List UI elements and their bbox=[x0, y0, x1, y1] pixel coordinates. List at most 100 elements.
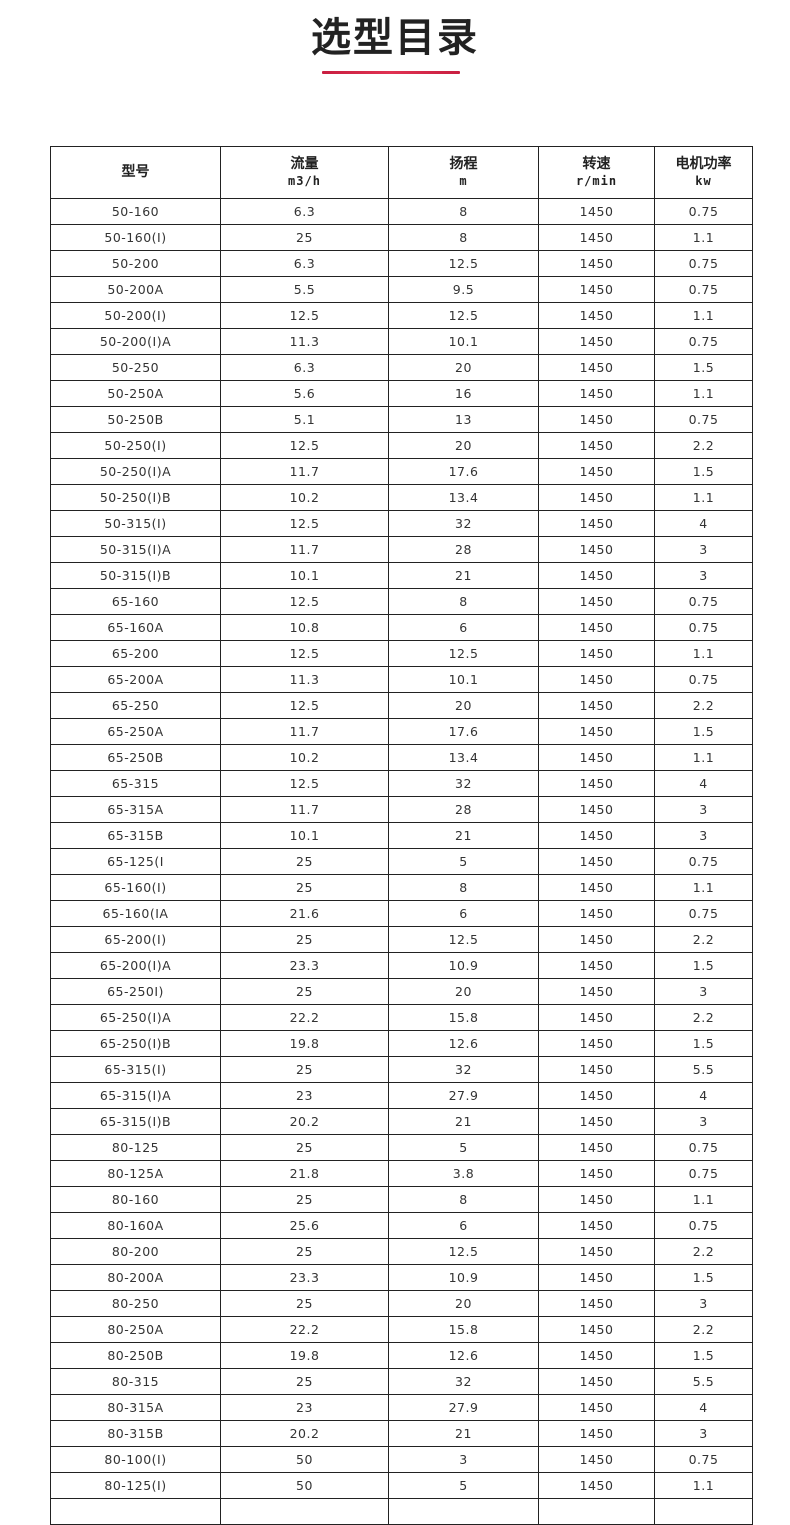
cell-speed: 1450 bbox=[538, 796, 655, 823]
cell-speed: 1450 bbox=[538, 250, 655, 277]
table-row: 65-160(I) 25 8 1450 1.1 bbox=[50, 874, 753, 901]
cell-power: 0.75 bbox=[654, 614, 753, 641]
cell-head: 28 bbox=[388, 536, 539, 563]
cell-model: 65-200(I) bbox=[50, 926, 221, 953]
cell-power: 4 bbox=[654, 510, 753, 537]
cell-head: 10.1 bbox=[388, 328, 539, 355]
header-head: 扬程 m bbox=[388, 146, 539, 199]
cell-model: 65-200A bbox=[50, 666, 221, 693]
table-row: 65-315B 10.1 21 1450 3 bbox=[50, 822, 753, 849]
table-row: 65-200(I)A 23.3 10.9 1450 1.5 bbox=[50, 952, 753, 979]
cell-model: 65-250(I)A bbox=[50, 1004, 221, 1031]
cell-power: 3 bbox=[654, 536, 753, 563]
cell-flow: 25 bbox=[220, 1134, 389, 1161]
cell-power: 0.75 bbox=[654, 328, 753, 355]
table-row: 65-315A 11.7 28 1450 3 bbox=[50, 796, 753, 823]
table-row: 65-315(I)A 23 27.9 1450 4 bbox=[50, 1082, 753, 1109]
cell-model: 80-125(I) bbox=[50, 1472, 221, 1499]
cell-model: 65-315 bbox=[50, 770, 221, 797]
header-label: 电机功率 bbox=[675, 155, 732, 172]
cell-power: 1.5 bbox=[654, 952, 753, 979]
cell-flow: 10.1 bbox=[220, 822, 389, 849]
cell-model: 50-200(I)A bbox=[50, 328, 221, 355]
cell-speed: 1450 bbox=[538, 666, 655, 693]
table-row: 50-200 6.3 12.5 1450 0.75 bbox=[50, 250, 753, 277]
header-flow: 流量 m3/h bbox=[220, 146, 389, 199]
cell-power: 4 bbox=[654, 1394, 753, 1421]
cell-flow: 12.5 bbox=[220, 692, 389, 719]
cell-speed: 1450 bbox=[538, 1160, 655, 1187]
cell-head: 12.5 bbox=[388, 1238, 539, 1265]
table-row: 50-200A 5.5 9.5 1450 0.75 bbox=[50, 276, 753, 303]
cell-model: 50-160 bbox=[50, 198, 221, 225]
header-unit: m3/h bbox=[288, 173, 321, 188]
cell-speed: 1450 bbox=[538, 692, 655, 719]
cell-model: 80-250 bbox=[50, 1290, 221, 1317]
cell-model: 50-250(I)B bbox=[50, 484, 221, 511]
cell-speed: 1450 bbox=[538, 1290, 655, 1317]
cell-speed: 1450 bbox=[538, 302, 655, 329]
cell-head: 16 bbox=[388, 380, 539, 407]
cell-speed: 1450 bbox=[538, 198, 655, 225]
cell-head: 12.5 bbox=[388, 302, 539, 329]
table-row: 80-315B 20.2 21 1450 3 bbox=[50, 1420, 753, 1447]
cell-power: 0.75 bbox=[654, 666, 753, 693]
cell-speed bbox=[538, 1498, 655, 1525]
selection-table: 型号 流量 m3/h 扬程 m 转速 r/min 电机功率 kw 50-160 6.3 8 1… bbox=[50, 146, 753, 1525]
cell-model: 50-315(I) bbox=[50, 510, 221, 537]
cell-speed: 1450 bbox=[538, 406, 655, 433]
cell-head: 8 bbox=[388, 874, 539, 901]
cell-flow: 25 bbox=[220, 1186, 389, 1213]
cell-speed: 1450 bbox=[538, 978, 655, 1005]
cell-head: 8 bbox=[388, 224, 539, 251]
cell-speed: 1450 bbox=[538, 380, 655, 407]
cell-model: 50-315(I)A bbox=[50, 536, 221, 563]
cell-power: 1.1 bbox=[654, 1472, 753, 1499]
cell-speed: 1450 bbox=[538, 874, 655, 901]
table-row: 50-315(I)B 10.1 21 1450 3 bbox=[50, 562, 753, 589]
cell-model: 65-250B bbox=[50, 744, 221, 771]
cell-speed: 1450 bbox=[538, 718, 655, 745]
cell-model: 65-160(I) bbox=[50, 874, 221, 901]
cell-head: 32 bbox=[388, 1056, 539, 1083]
table-row: 80-100(I) 50 3 1450 0.75 bbox=[50, 1446, 753, 1473]
cell-model: 80-250B bbox=[50, 1342, 221, 1369]
cell-model: 80-100(I) bbox=[50, 1446, 221, 1473]
cell-head: 32 bbox=[388, 770, 539, 797]
cell-power: 1.1 bbox=[654, 874, 753, 901]
cell-flow: 5.6 bbox=[220, 380, 389, 407]
cell-model: 50-200 bbox=[50, 250, 221, 277]
cell-power: 0.75 bbox=[654, 1446, 753, 1473]
cell-speed: 1450 bbox=[538, 640, 655, 667]
cell-head: 6 bbox=[388, 900, 539, 927]
cell-flow: 12.5 bbox=[220, 432, 389, 459]
cell-head: 5 bbox=[388, 1472, 539, 1499]
cell-speed: 1450 bbox=[538, 1004, 655, 1031]
cell-power: 1.5 bbox=[654, 354, 753, 381]
cell-flow: 12.5 bbox=[220, 640, 389, 667]
cell-flow: 25 bbox=[220, 224, 389, 251]
cell-speed: 1450 bbox=[538, 1134, 655, 1161]
cell-power: 0.75 bbox=[654, 250, 753, 277]
cell-speed: 1450 bbox=[538, 1030, 655, 1057]
cell-head: 20 bbox=[388, 1290, 539, 1317]
table-row: 65-250 12.5 20 1450 2.2 bbox=[50, 692, 753, 719]
cell-model: 80-250A bbox=[50, 1316, 221, 1343]
cell-power: 3 bbox=[654, 1290, 753, 1317]
cell-power: 2.2 bbox=[654, 1316, 753, 1343]
table-row: 80-200A 23.3 10.9 1450 1.5 bbox=[50, 1264, 753, 1291]
cell-flow: 25 bbox=[220, 978, 389, 1005]
cell-flow: 22.2 bbox=[220, 1004, 389, 1031]
cell-power: 4 bbox=[654, 770, 753, 797]
page-title: 选型目录 bbox=[311, 15, 479, 61]
cell-model: 50-250(I)A bbox=[50, 458, 221, 485]
cell-power: 1.5 bbox=[654, 1030, 753, 1057]
cell-head: 9.5 bbox=[388, 276, 539, 303]
cell-speed: 1450 bbox=[538, 1472, 655, 1499]
table-row: 80-250B 19.8 12.6 1450 1.5 bbox=[50, 1342, 753, 1369]
cell-flow: 11.3 bbox=[220, 666, 389, 693]
header-model: 型号 bbox=[50, 146, 221, 199]
cell-flow: 10.2 bbox=[220, 484, 389, 511]
cell-flow: 50 bbox=[220, 1446, 389, 1473]
table-row: 80-125 25 5 1450 0.75 bbox=[50, 1134, 753, 1161]
